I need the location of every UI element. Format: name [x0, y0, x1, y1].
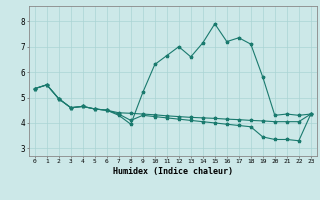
X-axis label: Humidex (Indice chaleur): Humidex (Indice chaleur) — [113, 167, 233, 176]
